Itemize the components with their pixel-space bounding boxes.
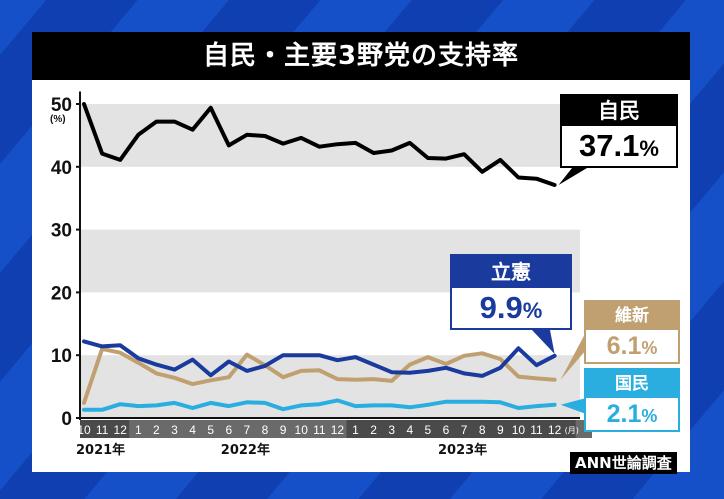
month-label: 2 (153, 423, 160, 437)
y-tick-label: 50 (51, 95, 72, 116)
month-label: 7 (244, 423, 251, 437)
callout-ldp-value: 37.1% (562, 126, 676, 166)
year-label: 2023年 (438, 442, 487, 458)
y-unit-label: (%) (50, 114, 66, 125)
month-label: 5 (207, 423, 214, 437)
ishin-pointer (560, 332, 586, 380)
month-label: 11 (313, 423, 326, 437)
ldp-line (82, 102, 557, 187)
month-label: 12 (548, 423, 562, 437)
month-label: 6 (443, 423, 450, 437)
month-label: 2 (370, 423, 377, 437)
year-label: 2022年 (221, 442, 270, 458)
y-tick-label: 40 (51, 158, 72, 179)
ishin-line (82, 346, 557, 405)
callout-dpfp-party: 国民 (586, 370, 678, 398)
callout-ishin: 維新 6.1% (584, 300, 680, 364)
cdp-pointer (532, 330, 555, 354)
month-label: 4 (189, 423, 196, 437)
callout-ldp-party: 自民 (562, 96, 676, 126)
callout-cdp: 立憲 9.9% (450, 254, 572, 330)
month-label: 10 (512, 423, 526, 437)
callout-ishin-party: 維新 (586, 302, 678, 330)
dpfp-line (82, 398, 557, 412)
month-label: 8 (262, 423, 269, 437)
callout-dpfp-value: 2.1% (586, 398, 678, 430)
y-tick-label: 20 (51, 283, 72, 304)
month-label: 6 (225, 423, 232, 437)
month-strip-2021 (80, 420, 130, 438)
month-unit-label: (月) (565, 426, 579, 435)
month-label: 1 (352, 423, 359, 437)
callout-ishin-value: 6.1% (586, 330, 678, 362)
month-label: 5 (425, 423, 432, 437)
month-label: 9 (280, 423, 287, 437)
month-label: 3 (171, 423, 178, 437)
month-label: 1 (135, 423, 142, 437)
month-strip-2023 (346, 420, 576, 438)
month-label: 10 (295, 423, 309, 437)
y-tick-label: 30 (51, 221, 72, 242)
year-label: 2021年 (76, 442, 125, 458)
callout-cdp-value: 9.9% (452, 288, 570, 328)
cdp-line (82, 339, 557, 378)
y-tick-label: 10 (51, 346, 72, 367)
month-label: 11 (530, 423, 543, 437)
month-label: 7 (461, 423, 468, 437)
callout-ldp: 自民 37.1% (560, 94, 678, 168)
dpfp-pointer (560, 398, 586, 414)
ldp-pointer (558, 168, 587, 186)
source-label: ANN世論調査 (570, 452, 677, 474)
month-label: 11 (96, 423, 109, 437)
month-label: 12 (331, 423, 345, 437)
month-label: 12 (114, 423, 128, 437)
grid-band (80, 104, 580, 167)
y-tick-label: 0 (61, 409, 72, 430)
month-label: 3 (388, 423, 395, 437)
month-label: 8 (479, 423, 486, 437)
month-label: 9 (497, 423, 504, 437)
month-label: 4 (406, 423, 413, 437)
callout-cdp-party: 立憲 (452, 256, 570, 288)
chart-card: 自民・主要3野党の支持率 0 10 20 30 40 50 (%) 10 11 12 1 2 3 4 5 6 7… (32, 32, 690, 472)
month-label: 10 (77, 423, 91, 437)
callout-dpfp: 国民 2.1% (584, 368, 680, 432)
chart-title: 自民・主要3野党の支持率 (32, 32, 690, 80)
